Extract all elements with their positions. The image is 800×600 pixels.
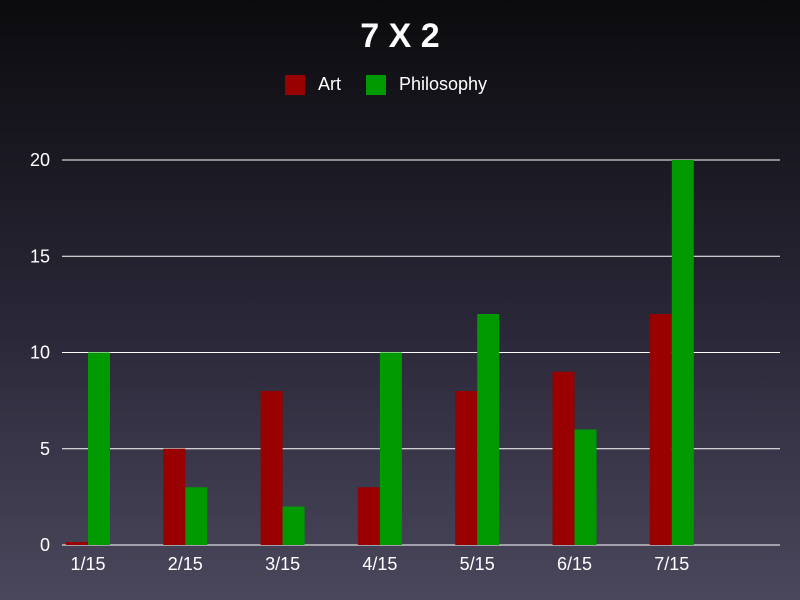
bar-art-6 (552, 371, 575, 545)
legend: Art Philosophy (285, 74, 487, 95)
x-tick-label: 4/15 (362, 554, 397, 574)
bar-art-4 (357, 487, 380, 545)
bar-philosophy-6 (574, 429, 597, 545)
legend-label-philosophy: Philosophy (399, 74, 487, 94)
bar-philosophy-3 (282, 506, 305, 545)
y-tick-label: 15 (30, 246, 50, 266)
legend-swatch-art (285, 75, 305, 95)
x-tick-label: 6/15 (557, 554, 592, 574)
chart-title: 7 X 2 (360, 17, 439, 55)
bar-philosophy-4 (379, 352, 402, 545)
y-tick-label: 10 (30, 343, 50, 363)
x-tick-label: 7/15 (654, 554, 689, 574)
x-tick-label: 5/15 (460, 554, 495, 574)
bar-art-2 (163, 448, 186, 545)
bar-philosophy-5 (477, 314, 500, 545)
bar-philosophy-7 (671, 160, 694, 545)
x-tick-label: 3/15 (265, 554, 300, 574)
y-axis-ticks: 0 5 10 15 20 (30, 150, 50, 555)
x-axis-ticks: 1/15 2/15 3/15 4/15 5/15 6/15 7/15 (70, 554, 689, 574)
x-tick-label: 1/15 (70, 554, 105, 574)
bar-philosophy-2 (185, 487, 208, 545)
y-tick-label: 5 (40, 439, 50, 459)
legend-label-art: Art (318, 74, 341, 94)
bar-art-5 (455, 391, 478, 545)
bar-philosophy-1 (88, 352, 110, 545)
bars (66, 160, 694, 545)
x-tick-label: 2/15 (168, 554, 203, 574)
y-tick-label: 0 (40, 535, 50, 555)
bar-art-3 (260, 391, 283, 545)
bar-art-1 (66, 542, 88, 545)
y-tick-label: 20 (30, 150, 50, 170)
bar-art-7 (649, 314, 672, 545)
legend-swatch-philosophy (366, 75, 386, 95)
